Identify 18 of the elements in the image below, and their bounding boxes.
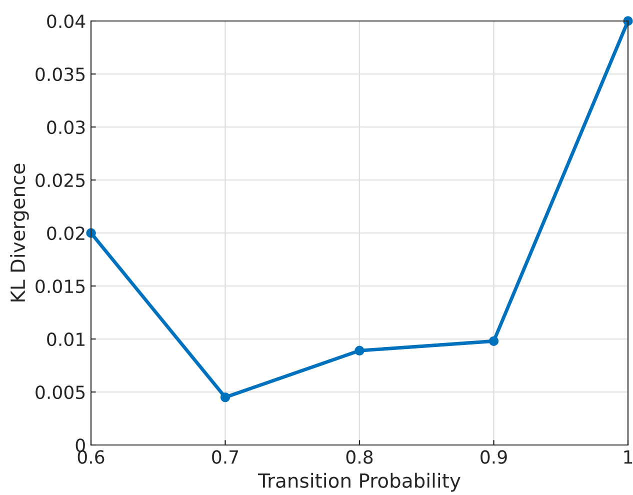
x-tick-label: 0.8 <box>346 450 373 464</box>
y-tick-label: 0.035 <box>36 67 85 82</box>
point <box>354 346 364 356</box>
x-tick-label: 0.9 <box>480 450 507 464</box>
y-tick-label: 0.025 <box>36 173 85 188</box>
y-tick-label: 0.01 <box>47 332 84 346</box>
x-tick-label: 0.6 <box>78 450 104 464</box>
y-tick-label: 0.015 <box>36 279 85 294</box>
y-tick-label: 0.02 <box>47 226 84 240</box>
y-tick-label: 0.03 <box>47 120 85 134</box>
x-tick-label: 0.7 <box>212 450 238 464</box>
point <box>220 392 230 402</box>
y-tick-label: 0.04 <box>47 14 86 28</box>
x-axis-title: Transition Probability <box>258 472 460 492</box>
point <box>488 336 499 346</box>
y-tick-label: 0.005 <box>36 385 85 400</box>
x-tick-label: 1 <box>624 450 632 464</box>
y-axis-title: KL Divergence <box>10 164 29 302</box>
